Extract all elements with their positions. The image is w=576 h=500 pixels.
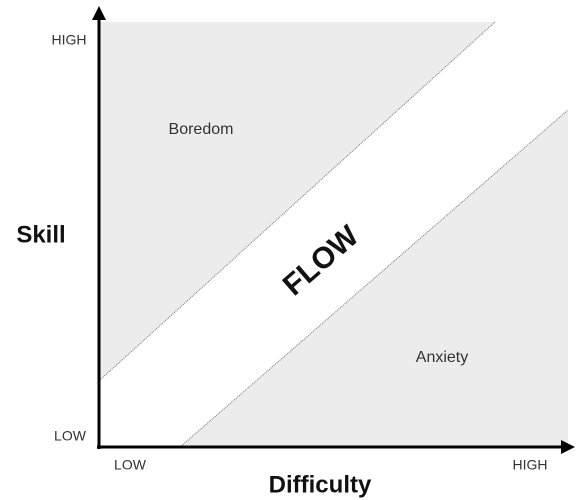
- y-arrow: [92, 6, 106, 20]
- flow-label: FLOW: [277, 219, 366, 302]
- boredom-label: Boredom: [169, 121, 234, 138]
- x-arrow: [561, 440, 575, 454]
- x-axis-title: Difficulty: [269, 471, 372, 498]
- y-high-label: HIGH: [52, 32, 87, 48]
- x-low-label: LOW: [114, 457, 147, 473]
- lower-boundary: [179, 109, 569, 448]
- upper-boundary: [99, 21, 496, 381]
- y-low-label: LOW: [54, 428, 87, 444]
- anxiety-label: Anxiety: [416, 349, 468, 366]
- y-axis-title: Skill: [16, 221, 65, 248]
- x-high-label: HIGH: [513, 457, 548, 473]
